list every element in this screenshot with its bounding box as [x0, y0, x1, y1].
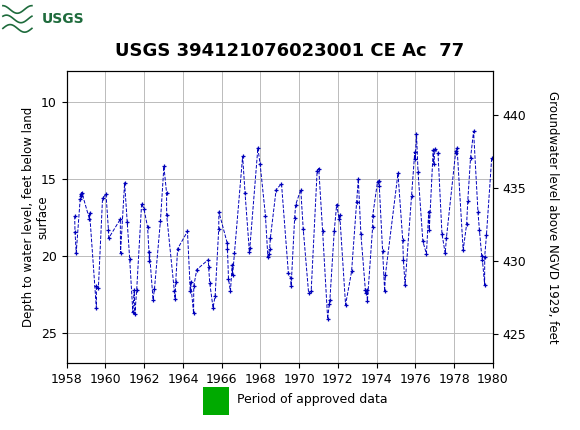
Text: USGS: USGS — [42, 12, 84, 26]
Bar — [2, 2, 57, 36]
Bar — [203, 387, 229, 415]
Text: Period of approved data: Period of approved data — [237, 393, 388, 406]
Y-axis label: Groundwater level above NGVD 1929, feet: Groundwater level above NGVD 1929, feet — [546, 91, 559, 344]
Y-axis label: Depth to water level, feet below land
surface: Depth to water level, feet below land su… — [21, 107, 49, 327]
Text: USGS 394121076023001 CE Ac  77: USGS 394121076023001 CE Ac 77 — [115, 42, 465, 60]
